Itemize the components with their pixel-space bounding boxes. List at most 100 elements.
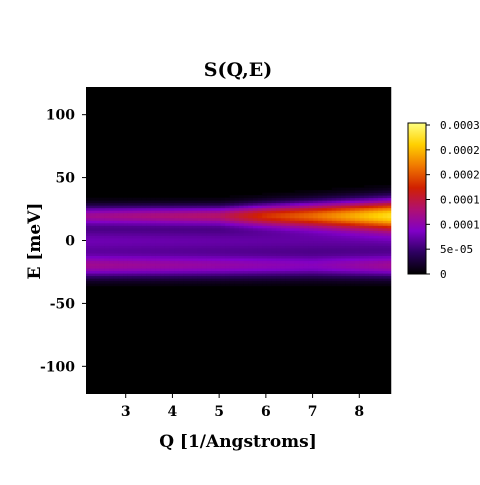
heatmap-cell bbox=[257, 232, 263, 236]
heatmap-cell bbox=[178, 260, 184, 264]
heatmap-cell bbox=[331, 265, 337, 269]
heatmap-cell bbox=[201, 212, 207, 216]
heatmap-cell bbox=[137, 278, 143, 282]
heatmap-cell bbox=[225, 220, 231, 224]
heatmap-cell bbox=[146, 250, 152, 254]
heatmap-cell bbox=[313, 278, 319, 282]
heatmap-cell bbox=[215, 245, 221, 249]
heatmap-cell bbox=[285, 255, 291, 259]
heatmap-cell bbox=[378, 245, 384, 249]
heatmap-cell bbox=[132, 237, 138, 241]
heatmap-cell bbox=[215, 283, 221, 287]
heatmap-cell bbox=[382, 243, 388, 246]
heatmap-cell bbox=[160, 275, 166, 279]
heatmap-cell bbox=[290, 197, 296, 201]
heatmap-cell bbox=[132, 255, 138, 259]
heatmap-cell bbox=[387, 202, 393, 206]
heatmap-cell bbox=[229, 200, 235, 204]
heatmap-cell bbox=[150, 235, 156, 239]
heatmap-cell bbox=[317, 195, 323, 199]
heatmap-cell bbox=[373, 195, 379, 199]
heatmap-cell bbox=[276, 220, 282, 224]
heatmap-cell bbox=[132, 235, 138, 239]
heatmap-cell bbox=[104, 270, 110, 274]
heatmap-cell bbox=[331, 260, 337, 264]
heatmap-cell bbox=[252, 230, 258, 234]
heatmap-cell bbox=[327, 235, 333, 239]
heatmap-cell bbox=[290, 255, 296, 259]
heatmap-cell bbox=[150, 240, 156, 244]
heatmap-cell bbox=[109, 212, 115, 216]
heatmap-cell bbox=[345, 268, 351, 272]
heatmap-cell bbox=[350, 280, 356, 284]
heatmap-cell bbox=[164, 225, 170, 229]
heatmap-cell bbox=[354, 225, 360, 229]
heatmap-cell bbox=[178, 240, 184, 244]
heatmap-cell bbox=[109, 278, 115, 282]
heatmap-cell bbox=[183, 217, 189, 221]
heatmap-cell bbox=[155, 258, 161, 262]
heatmap-cell bbox=[215, 222, 221, 226]
heatmap-cell bbox=[123, 258, 129, 262]
heatmap-cell bbox=[160, 283, 166, 287]
heatmap-cell bbox=[354, 202, 360, 206]
heatmap-cell bbox=[234, 240, 240, 244]
heatmap-cell bbox=[248, 273, 254, 277]
heatmap-cell bbox=[239, 263, 245, 267]
heatmap-cell bbox=[164, 278, 170, 282]
heatmap-cell bbox=[368, 278, 374, 282]
heatmap-cell bbox=[243, 207, 249, 211]
heatmap-cell bbox=[113, 258, 119, 262]
heatmap-cell bbox=[174, 232, 180, 236]
heatmap-cell bbox=[239, 235, 245, 239]
heatmap-cell bbox=[322, 197, 328, 201]
heatmap-cell bbox=[127, 250, 133, 254]
heatmap-cell bbox=[280, 230, 286, 234]
heatmap-cell bbox=[123, 265, 129, 269]
heatmap-cell bbox=[341, 205, 347, 209]
heatmap-cell bbox=[364, 248, 370, 251]
heatmap-cell bbox=[160, 215, 166, 219]
heatmap-cell bbox=[99, 215, 105, 219]
heatmap-cell bbox=[327, 230, 333, 234]
heatmap-cell bbox=[308, 253, 314, 256]
heatmap-cell bbox=[164, 202, 170, 206]
heatmap-cell bbox=[271, 265, 277, 269]
heatmap-cell bbox=[127, 258, 133, 262]
heatmap-cell bbox=[95, 283, 101, 287]
heatmap-cell bbox=[99, 250, 105, 254]
heatmap-cell bbox=[95, 220, 101, 224]
heatmap-cell bbox=[350, 207, 356, 211]
heatmap-cell bbox=[336, 200, 342, 204]
heatmap-cell bbox=[322, 207, 328, 211]
heatmap-cell bbox=[206, 197, 212, 201]
heatmap-cell bbox=[359, 248, 365, 251]
heatmap-cell bbox=[280, 220, 286, 224]
heatmap-cell bbox=[243, 245, 249, 249]
heatmap-cell bbox=[252, 280, 258, 284]
heatmap-cell bbox=[368, 210, 374, 214]
heatmap-cell bbox=[317, 222, 323, 226]
heatmap-cell bbox=[345, 220, 351, 224]
heatmap-cell bbox=[118, 202, 124, 206]
heatmap-cell bbox=[174, 225, 180, 229]
heatmap-cell bbox=[192, 255, 198, 259]
heatmap-cell bbox=[206, 248, 212, 251]
heatmap-cell bbox=[299, 258, 305, 262]
heatmap-cell bbox=[382, 240, 388, 244]
heatmap-cell bbox=[266, 225, 272, 229]
heatmap-cell bbox=[197, 280, 203, 284]
heatmap-cell bbox=[294, 258, 300, 262]
heatmap-cell bbox=[215, 230, 221, 234]
heatmap-cell bbox=[197, 245, 203, 249]
heatmap-cell bbox=[308, 200, 314, 204]
heatmap-cell bbox=[132, 270, 138, 274]
heatmap-cell bbox=[290, 205, 296, 209]
heatmap-cell bbox=[354, 187, 360, 191]
heatmap-cell bbox=[354, 280, 360, 284]
heatmap-cell bbox=[211, 240, 217, 244]
heatmap-cell bbox=[109, 230, 115, 234]
heatmap-cell bbox=[290, 243, 296, 246]
heatmap-cell bbox=[262, 268, 268, 272]
